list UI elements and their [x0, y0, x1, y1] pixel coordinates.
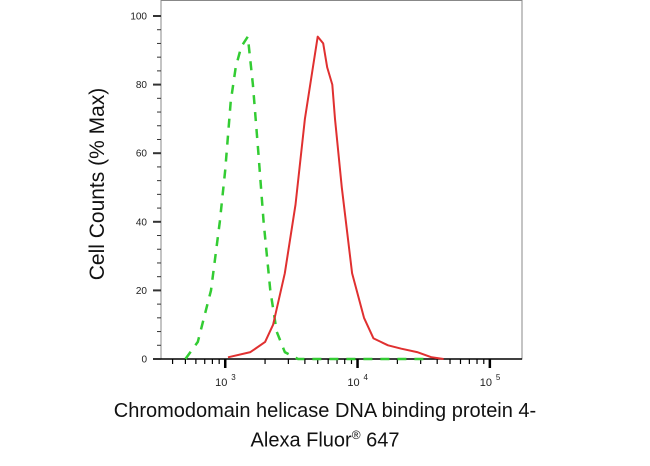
y-axis-label: Cell Counts (% Max): [86, 87, 109, 281]
registered-mark: ®: [351, 428, 361, 442]
sample-histogram-line: [227, 35, 444, 360]
x-axis-label-line2: Alexa Fluor® 647: [0, 428, 650, 453]
x-tick-label: 10: [215, 377, 227, 389]
y-tick-label: 20: [136, 286, 148, 297]
y-tick-label: 60: [136, 149, 148, 160]
y-tick-label: 40: [136, 217, 148, 228]
x-axis-label-wavelength: 647: [360, 429, 400, 452]
y-tick-label: 80: [136, 80, 148, 91]
control-histogram-line: [184, 35, 432, 361]
x-axis-label-line1: Chromodomain helicase DNA binding protei…: [113, 400, 537, 422]
x-tick-exponent: 3: [231, 373, 236, 382]
x-axis-label-fluor: Alexa Fluor: [250, 429, 352, 452]
axes: 0 20 40 60 80 100 10 3 10 4 10 5: [130, 12, 522, 389]
series-group: [184, 35, 444, 361]
x-tick-exponent: 4: [364, 373, 369, 382]
x-tick-exponent: 5: [496, 373, 501, 382]
x-tick-label: 10: [480, 377, 492, 389]
y-tick-label: 0: [141, 355, 147, 366]
y-tick-label: 100: [130, 12, 147, 23]
x-tick-label: 10: [347, 377, 359, 389]
